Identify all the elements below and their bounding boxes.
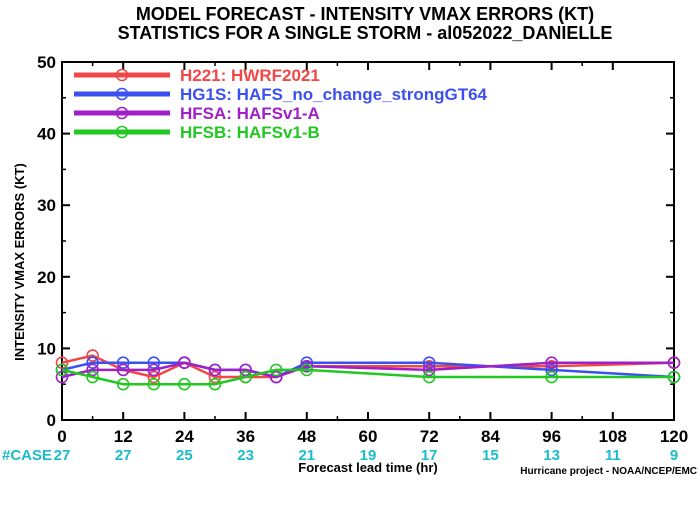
case-count: 27 (54, 447, 71, 464)
data-point (422, 356, 436, 370)
legend-item-1: H221: HWRF2021 (74, 66, 320, 85)
data-point (269, 370, 283, 384)
data-point (667, 356, 681, 370)
legend-item-4: HFSB: HAFSv1-B (74, 123, 320, 142)
legend-label: HFSA: HAFSv1-A (180, 104, 320, 123)
data-point (422, 363, 436, 377)
y-axis-label: INTENSITY VMAX ERRORS (KT) (12, 163, 27, 361)
legend-marker (115, 106, 129, 120)
y-tick-label: 50 (37, 53, 56, 72)
x-tick-label: 12 (114, 427, 133, 446)
case-count: 15 (482, 447, 499, 464)
legend-marker (115, 87, 129, 101)
data-point (55, 370, 69, 384)
data-point (178, 377, 191, 391)
x-tick-label: 120 (660, 427, 688, 446)
legend-label: HG1S: HAFS_no_change_strongGT64 (180, 85, 488, 104)
x-tick-label: 84 (481, 427, 500, 446)
case-count: 13 (543, 447, 560, 464)
legend-marker (115, 125, 129, 139)
data-point (147, 356, 161, 370)
legend-label: H221: HWRF2021 (180, 66, 320, 85)
series-4 (55, 363, 681, 391)
case-count: 9 (670, 447, 678, 464)
data-point (116, 356, 130, 370)
series-group (55, 349, 681, 391)
y-tick-label: 30 (37, 196, 56, 215)
data-point (545, 356, 558, 370)
x-tick-label: 96 (542, 427, 561, 446)
chart-subtitle: STATISTICS FOR A SINGLE STORM - al052022… (118, 23, 613, 43)
data-point (208, 377, 222, 391)
data-point (300, 363, 314, 377)
legend-label: HFSB: HAFSv1-B (180, 123, 320, 142)
x-tick-label: 36 (236, 427, 255, 446)
case-count: 25 (176, 447, 193, 464)
case-count: 19 (360, 447, 377, 464)
case-count-label: #CASE (2, 447, 52, 464)
credit-text: Hurricane project - NOAA/NCEP/EMC (520, 466, 697, 477)
x-tick-label: 60 (359, 427, 378, 446)
data-point (147, 370, 161, 384)
x-tick-label: 48 (297, 427, 316, 446)
case-count: 27 (115, 447, 132, 464)
data-point (239, 363, 252, 377)
legend-item-2: HG1S: HAFS_no_change_strongGT64 (74, 85, 488, 104)
y-tick-label: 40 (37, 125, 56, 144)
data-point (178, 356, 191, 370)
case-count: 23 (237, 447, 254, 464)
x-axis-label: Forecast lead time (hr) (298, 460, 437, 475)
data-point (667, 370, 681, 384)
data-point (239, 370, 252, 384)
data-point (86, 349, 99, 362)
y-tick-label: 0 (47, 411, 56, 430)
x-tick-label: 24 (175, 427, 194, 446)
data-point (300, 359, 314, 373)
data-point (116, 363, 130, 377)
data-point (208, 363, 222, 377)
x-tick-label: 108 (599, 427, 627, 446)
data-point (269, 363, 283, 377)
case-count: 17 (421, 447, 438, 464)
data-point (116, 377, 130, 391)
data-point (55, 356, 69, 370)
y-tick-label: 20 (37, 268, 56, 287)
legend-marker (115, 68, 129, 82)
data-point (86, 370, 99, 384)
data-point (422, 370, 436, 384)
chart-title: MODEL FORECAST - INTENSITY VMAX ERRORS (… (136, 4, 594, 24)
data-point (147, 377, 161, 391)
y-tick-label: 10 (37, 339, 56, 358)
plot-area: 0 12 24 36 48 60 72 84 96 108 120 0 10 20 30 40 50 (37, 53, 688, 446)
x-tick-label: 72 (420, 427, 439, 446)
legend-item-3: HFSA: HAFSv1-A (74, 104, 320, 123)
data-point (147, 363, 161, 377)
data-point (545, 370, 558, 384)
x-tick-label: 0 (57, 427, 66, 446)
data-point (300, 356, 314, 370)
data-point (86, 363, 99, 377)
case-count: 21 (298, 447, 315, 464)
series-3 (55, 356, 681, 384)
data-point (86, 356, 99, 370)
data-point (55, 363, 69, 377)
data-point (545, 363, 558, 377)
data-point (208, 370, 222, 384)
case-count: 11 (605, 447, 621, 464)
